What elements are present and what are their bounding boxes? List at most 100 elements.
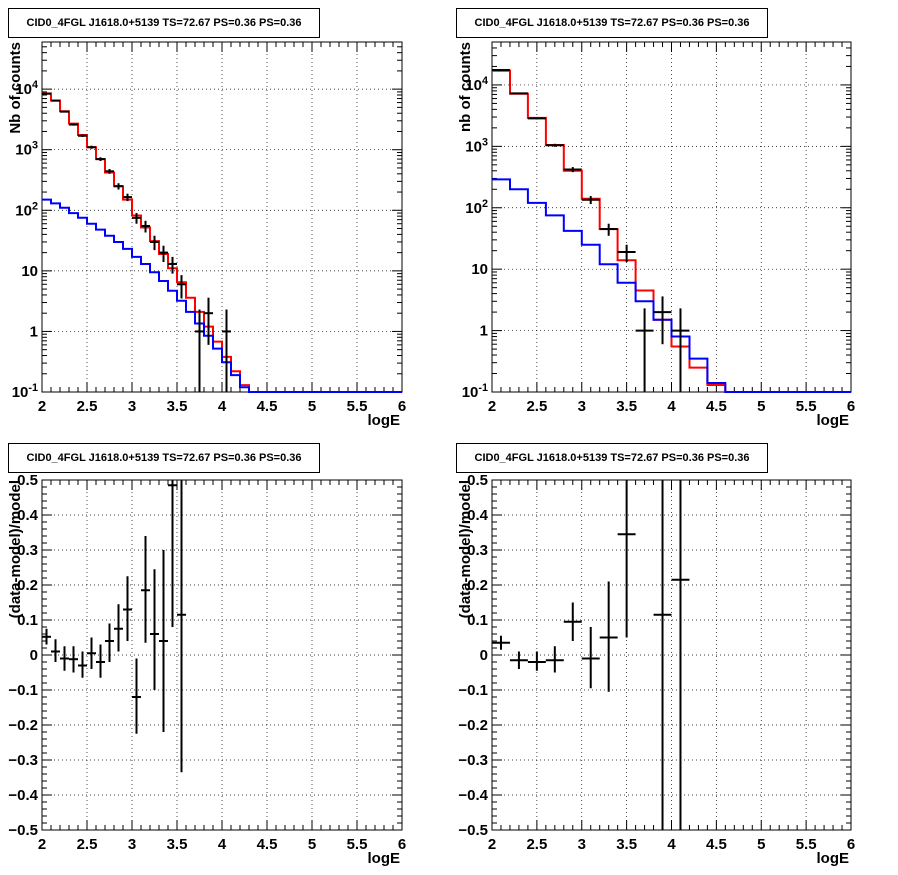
data-point [653, 480, 672, 830]
x-tick-label: 3 [578, 398, 586, 415]
data-point [51, 639, 60, 662]
x-tick-label: 6 [398, 836, 406, 853]
x-tick-label: 2 [488, 836, 496, 853]
x-tick-label: 3 [128, 836, 136, 853]
chart-panel-3: 2 2.5 3 3.5 4 4.5 5 5.5 6 −0.5 −0.4 −0.3 −0.2 −0.1 0 0.… [7, 472, 406, 867]
panel-title: CID0_4FGL J1618.0+5139 TS=72.67 PS=0.36 … [456, 8, 768, 38]
x-axis-label: logE [817, 850, 850, 867]
data-point [671, 308, 690, 392]
data-points [492, 69, 690, 392]
data-point [635, 308, 654, 392]
data-point [159, 245, 168, 263]
y-tick-label: 0.2 [467, 577, 488, 594]
data-point [671, 480, 690, 830]
data-point [527, 651, 546, 671]
data-point [132, 213, 141, 224]
data-point [60, 110, 69, 113]
data-point [599, 223, 618, 236]
x-axis-label: logE [368, 412, 401, 429]
x-tick-label: 5 [757, 836, 765, 853]
data-point [527, 117, 546, 120]
axis-ticks [491, 479, 852, 831]
x-tick-label: 5.5 [796, 398, 817, 415]
x-tick-label: 5.5 [347, 836, 368, 853]
data-point [123, 576, 132, 641]
data-point [105, 623, 114, 662]
data-point [177, 275, 186, 299]
axis-ticks [41, 41, 403, 393]
data-point [123, 193, 132, 202]
chart-panel-1: 2 2.5 3 3.5 4 4.5 5 5.5 6 10-1 1 10 102 103 104 logE Nb … [7, 41, 406, 429]
y-tick-label: −0.2 [8, 717, 38, 734]
x-tick-label: 3.5 [616, 398, 637, 415]
y-tick-label: 1 [480, 323, 488, 340]
x-tick-label: 4.5 [257, 836, 278, 853]
data-point [563, 167, 582, 173]
x-tick-label: 3.5 [616, 836, 637, 853]
x-tick-label: 6 [398, 398, 406, 415]
panel-title: CID0_4FGL J1618.0+5139 TS=72.67 PS=0.36 … [8, 443, 320, 473]
y-tick-label: 10-1 [462, 382, 488, 401]
y-tick-label: 0.2 [17, 577, 38, 594]
x-axis-label: logE [368, 850, 401, 867]
data-point [545, 646, 564, 673]
data-point [141, 536, 150, 643]
data-point [509, 651, 528, 669]
x-tick-label: 2.5 [526, 836, 547, 853]
x-tick-label: 3 [578, 836, 586, 853]
data-point [509, 92, 528, 95]
data-points [492, 480, 690, 830]
y-axis-label: Nb of counts [7, 42, 24, 134]
data-point [150, 569, 159, 690]
data-point [492, 69, 510, 72]
x-tick-label: 2 [488, 398, 496, 415]
data-point [51, 99, 60, 102]
x-tick-label: 5 [308, 398, 316, 415]
data-point [132, 658, 141, 734]
data-point [78, 651, 87, 678]
data-point [599, 581, 618, 692]
y-tick-label: 104 [465, 75, 488, 94]
y-tick-label: −0.4 [8, 787, 38, 804]
y-tick-label: −0.3 [8, 752, 38, 769]
y-tick-label: 102 [15, 200, 38, 219]
x-tick-label: 2.5 [77, 398, 98, 415]
data-point [96, 157, 105, 162]
y-tick-label: −0.5 [458, 822, 488, 839]
panel-title: CID0_4FGL J1618.0+5139 TS=72.67 PS=0.36 … [456, 443, 768, 473]
y-tick-label: −0.1 [458, 682, 488, 699]
y-axis-label: (data-model)/model [457, 480, 474, 618]
y-tick-label: 102 [465, 198, 488, 217]
y-tick-label: −0.3 [458, 752, 488, 769]
x-tick-label: 5.5 [796, 836, 817, 853]
x-tick-label: 2 [38, 398, 46, 415]
data-point [617, 480, 636, 638]
y-tick-label: 0.5 [467, 472, 488, 489]
x-tick-label: 2 [38, 836, 46, 853]
data-points [42, 92, 231, 392]
data-point [545, 143, 564, 147]
data-point [168, 256, 177, 274]
data-point [96, 644, 105, 678]
x-tick-label: 6 [847, 836, 855, 853]
data-point [42, 92, 51, 95]
data-point [150, 235, 159, 251]
data-point [114, 183, 123, 190]
y-tick-label: 0 [30, 647, 38, 664]
data-point [87, 637, 96, 669]
x-tick-label: 5.5 [347, 398, 368, 415]
grid-lines [42, 42, 402, 392]
data-point [581, 196, 600, 205]
data-point [141, 220, 150, 233]
y-tick-label: −0.4 [458, 787, 488, 804]
x-axis-label: logE [817, 412, 850, 429]
data-point [617, 244, 636, 263]
axis-ticks [41, 479, 403, 831]
data-point [114, 604, 123, 652]
y-tick-label: −0.1 [8, 682, 38, 699]
data-point [177, 480, 186, 773]
panel-title: CID0_4FGL J1618.0+5139 TS=72.67 PS=0.36 … [8, 8, 320, 38]
x-tick-label: 5 [757, 398, 765, 415]
y-tick-label: 103 [465, 136, 488, 155]
